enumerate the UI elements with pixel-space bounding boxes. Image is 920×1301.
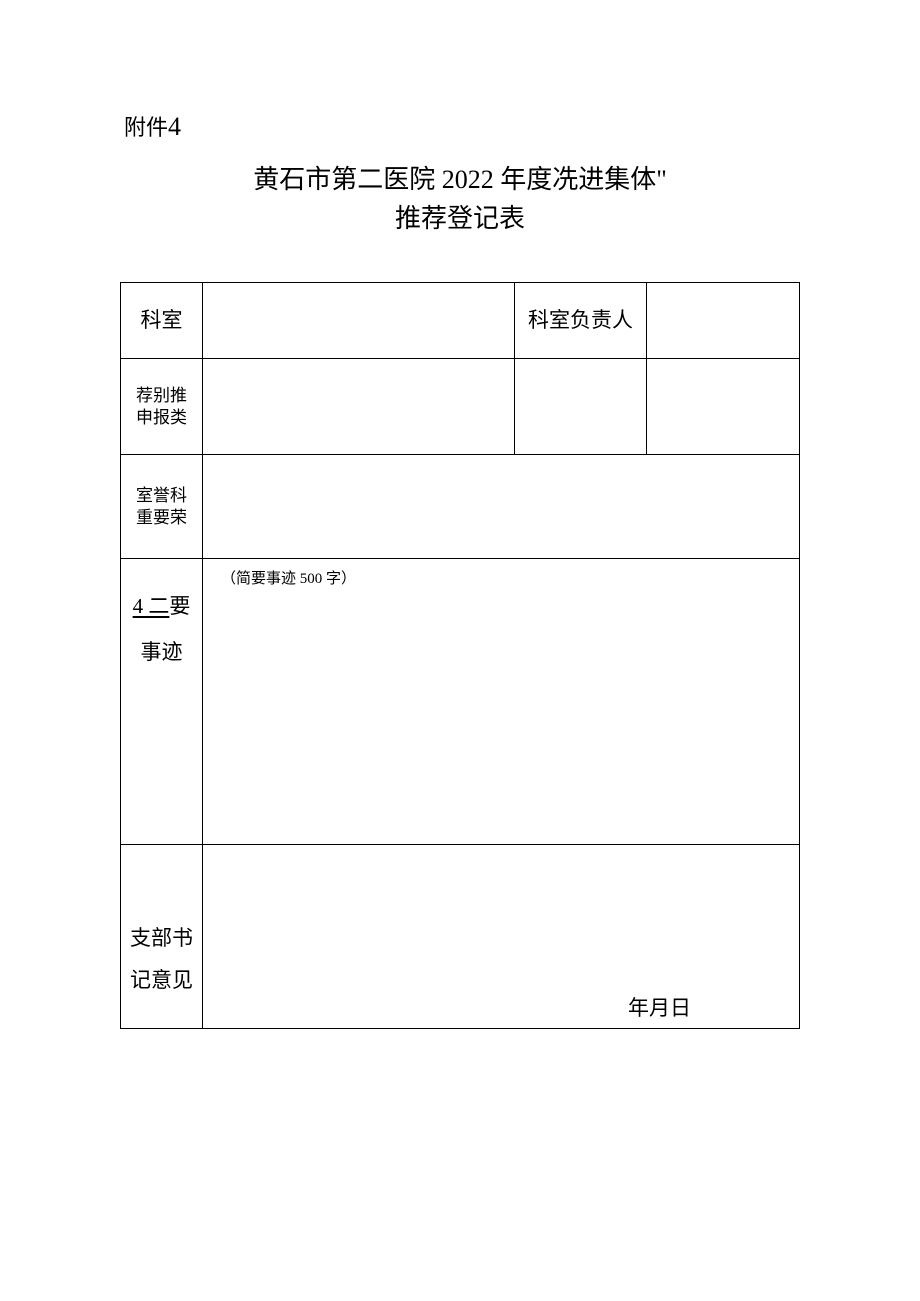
label-opinion-line1: 支部书 — [130, 926, 193, 950]
document-title: 黄石市第二医院 2022 年度冼进集体" 推荐登记表 — [120, 160, 800, 238]
label-deeds: 4 二要 事迹 — [121, 559, 203, 845]
label-deeds-part1: 4 二 — [133, 594, 170, 618]
registration-table: 科室 科室负责人 荐别推 申报类 室誉科 重要荣 4 二要 事迹 — [120, 282, 800, 1029]
table-row: 4 二要 事迹 （简要事迹 500 字） — [121, 559, 800, 845]
table-row: 荐别推 申报类 — [121, 359, 800, 455]
title-line-2: 推荐登记表 — [120, 199, 800, 238]
label-category: 荐别推 申报类 — [121, 359, 203, 455]
label-honors-col2: 室誉科 — [136, 485, 187, 506]
label-deeds-part3: 事迹 — [141, 640, 183, 664]
attachment-number: 4 — [168, 112, 181, 141]
value-honors — [203, 455, 800, 559]
label-opinion: 支部书 记意见 — [121, 845, 203, 1029]
label-honors-col1: 重要荣 — [136, 507, 187, 528]
table-row: 室誉科 重要荣 — [121, 455, 800, 559]
value-dept-head — [647, 283, 800, 359]
value-category-3 — [647, 359, 800, 455]
attachment-prefix: 附件 — [124, 115, 168, 140]
attachment-label: 附件4 — [120, 110, 800, 142]
label-category-col2: 荐别推 — [136, 385, 187, 406]
value-category-2 — [515, 359, 647, 455]
value-category-1 — [203, 359, 515, 455]
label-dept-head: 科室负责人 — [515, 283, 647, 359]
value-opinion: 年月日 — [203, 845, 800, 1029]
value-deeds: （简要事迹 500 字） — [203, 559, 800, 845]
title-line-1: 黄石市第二医院 2022 年度冼进集体" — [120, 160, 800, 199]
deeds-hint: （简要事迹 500 字） — [221, 571, 356, 587]
label-category-col1: 申报类 — [136, 407, 187, 428]
label-deeds-part2: 要 — [169, 594, 190, 618]
value-department — [203, 283, 515, 359]
table-row: 科室 科室负责人 — [121, 283, 800, 359]
label-department: 科室 — [121, 283, 203, 359]
label-honors: 室誉科 重要荣 — [121, 455, 203, 559]
opinion-date: 年月日 — [628, 996, 691, 1020]
label-opinion-line2: 记意见 — [130, 968, 193, 992]
table-row: 支部书 记意见 年月日 — [121, 845, 800, 1029]
